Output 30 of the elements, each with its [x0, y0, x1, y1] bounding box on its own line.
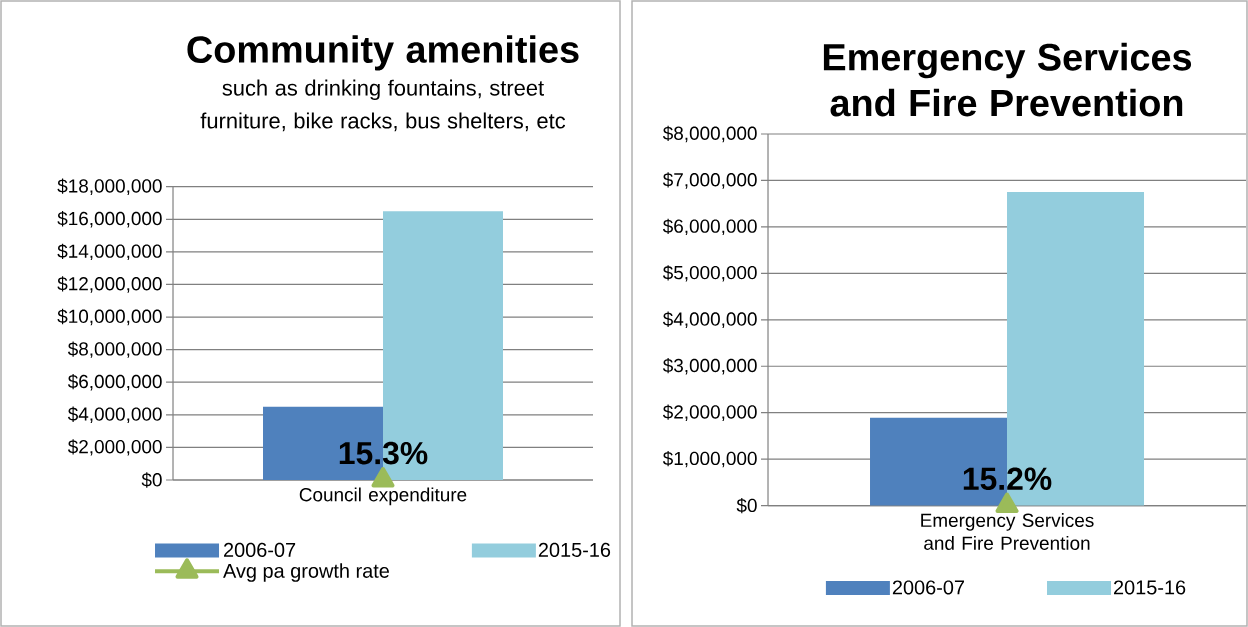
y-tick-label: $0 — [736, 497, 757, 514]
y-tick-label: $10,000,000 — [57, 308, 162, 326]
chart-subtitle: such as drinking fountains, street furniture, bike racks, bus shelters, etc — [200, 79, 566, 132]
y-tick-label: $12,000,000 — [57, 276, 162, 293]
y-tick-label: $2,000,000 — [67, 439, 162, 456]
y-tick-label: $2,000,000 — [662, 404, 757, 421]
y-tick-label: $16,000,000 — [57, 211, 162, 228]
y-tick-label: $4,000,000 — [67, 406, 162, 424]
text: Emergency Services and Fire Prevention — [921, 513, 1094, 550]
y-tick-label: $6,000,000 — [662, 218, 757, 236]
y-tick-label: $18,000,000 — [57, 178, 162, 195]
legend-label: 2006-07 — [224, 542, 296, 557]
data-label: 15.3% — [339, 441, 428, 465]
data-label: 15.2% — [963, 467, 1052, 491]
y-tick-label: $0 — [141, 472, 162, 488]
y-tick-label: $14,000,000 — [57, 243, 162, 261]
y-tick-label: $6,000,000 — [67, 374, 162, 391]
chart-title: Community amenities — [187, 35, 579, 71]
legend-label: 2015-16 — [1114, 580, 1186, 595]
x-tick-label: Council expenditure — [299, 487, 467, 506]
y-tick-label: $1,000,000 — [662, 450, 757, 468]
y-tick-label: $7,000,000 — [662, 172, 757, 189]
y-tick-label: $4,000,000 — [662, 311, 757, 328]
legend-label: 2015-16 — [538, 542, 611, 557]
y-tick-label: $8,000,000 — [662, 125, 757, 143]
y-tick-label: $8,000,000 — [67, 341, 162, 358]
y-tick-label: $3,000,000 — [662, 358, 757, 375]
legend-label: Avg pa growth rate — [223, 563, 389, 582]
legend-label: 2006-07 — [892, 580, 964, 595]
y-tick-label: $5,000,000 — [662, 265, 757, 282]
